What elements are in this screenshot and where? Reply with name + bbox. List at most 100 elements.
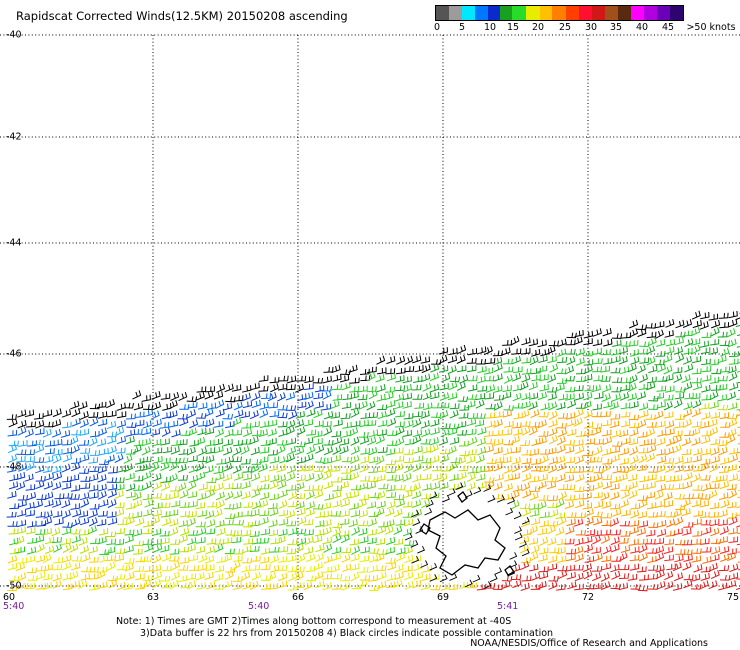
wind-barb bbox=[350, 436, 360, 446]
wind-barb bbox=[224, 548, 235, 555]
wind-barb bbox=[683, 464, 694, 472]
wind-barb bbox=[699, 500, 710, 508]
wind-barb bbox=[619, 520, 630, 527]
wind-barb bbox=[601, 448, 612, 456]
wind-barb bbox=[629, 563, 640, 571]
wind-barb bbox=[195, 462, 205, 472]
wind-barb bbox=[592, 358, 603, 365]
wind-barb bbox=[196, 413, 207, 419]
wind-barb bbox=[340, 510, 350, 517]
wind-barb bbox=[502, 456, 512, 464]
wind-barb bbox=[411, 555, 420, 564]
wind-barb bbox=[701, 411, 711, 420]
wind-barb bbox=[359, 436, 370, 445]
wind-barb bbox=[702, 556, 712, 564]
wind-barb bbox=[621, 377, 631, 384]
wind-barb bbox=[565, 494, 576, 501]
wind-barb bbox=[509, 560, 518, 568]
wind-barb bbox=[629, 526, 639, 535]
wind-barb bbox=[656, 385, 667, 392]
wind-barb bbox=[323, 440, 334, 446]
wind-barb bbox=[691, 548, 702, 555]
wind-barb bbox=[267, 571, 277, 582]
wind-barb bbox=[285, 392, 296, 401]
wind-barb bbox=[566, 418, 577, 427]
wind-barb bbox=[359, 536, 369, 544]
wind-barb bbox=[107, 575, 118, 582]
wind-barb bbox=[350, 455, 360, 464]
wind-barb bbox=[404, 554, 414, 564]
coastline-segment bbox=[427, 509, 506, 576]
wind-barb bbox=[17, 409, 27, 418]
wind-barb bbox=[179, 489, 189, 499]
wind-barb bbox=[575, 445, 585, 455]
wind-barb bbox=[396, 355, 406, 365]
wind-barb bbox=[132, 548, 143, 555]
wind-barb bbox=[332, 485, 342, 492]
wind-barb bbox=[114, 554, 124, 562]
wind-barb bbox=[584, 508, 594, 518]
wind-barb bbox=[88, 545, 98, 554]
wind-barb bbox=[520, 582, 530, 591]
wind-barb bbox=[314, 571, 324, 580]
wind-barb bbox=[645, 323, 657, 329]
wind-barb bbox=[376, 490, 386, 500]
wind-barb bbox=[195, 521, 206, 528]
wind-barb bbox=[620, 402, 631, 410]
wind-barb bbox=[341, 474, 352, 481]
wind-barb bbox=[610, 529, 621, 536]
wind-barb bbox=[286, 419, 296, 429]
wind-barb bbox=[412, 355, 422, 364]
wind-barb bbox=[179, 557, 190, 564]
wind-barb bbox=[188, 554, 198, 562]
wind-barb bbox=[701, 358, 711, 366]
wind-barb bbox=[701, 384, 711, 393]
wind-barb bbox=[449, 403, 460, 410]
wind-barb bbox=[710, 438, 721, 445]
wind-barb bbox=[691, 355, 702, 364]
wind-barb bbox=[485, 480, 495, 490]
wind-barb bbox=[457, 396, 469, 402]
wind-barb bbox=[322, 510, 333, 518]
wind-barb bbox=[719, 466, 729, 473]
wind-barb bbox=[601, 384, 612, 393]
wind-barb bbox=[69, 570, 79, 580]
wind-barb bbox=[522, 472, 532, 482]
wind-barb bbox=[259, 446, 270, 454]
wind-barb bbox=[708, 562, 718, 572]
wind-barb bbox=[558, 484, 569, 491]
wind-barb bbox=[42, 528, 52, 536]
wind-barb bbox=[655, 569, 665, 580]
wind-barb bbox=[672, 509, 682, 518]
wind-barb bbox=[664, 554, 674, 562]
wind-barb bbox=[645, 529, 656, 537]
wind-barb bbox=[574, 546, 584, 555]
wind-barb bbox=[442, 494, 450, 503]
wind-barb bbox=[664, 420, 675, 429]
wind-barb bbox=[323, 411, 334, 420]
wind-barb bbox=[547, 495, 558, 501]
wind-barb bbox=[664, 374, 674, 382]
wind-barb bbox=[710, 527, 720, 537]
wind-barb bbox=[665, 475, 675, 483]
wind-barb bbox=[497, 494, 505, 503]
wind-barb bbox=[62, 522, 73, 528]
wind-barb bbox=[17, 426, 27, 436]
wind-barb bbox=[630, 503, 641, 510]
wind-barb bbox=[204, 465, 214, 474]
wind-barb bbox=[537, 365, 547, 373]
wind-barb bbox=[151, 401, 161, 411]
wind-barb bbox=[161, 427, 171, 437]
wind-barb bbox=[242, 545, 252, 554]
wind-barb bbox=[583, 429, 593, 437]
wind-barb bbox=[584, 484, 595, 491]
wind-barb bbox=[295, 482, 305, 491]
wind-barb bbox=[647, 376, 657, 384]
wind-barb bbox=[79, 545, 89, 554]
wind-barb bbox=[96, 401, 107, 409]
wind-barb bbox=[520, 421, 531, 427]
wind-barb bbox=[575, 473, 585, 483]
wind-barb bbox=[674, 337, 684, 346]
wind-barb bbox=[232, 511, 243, 518]
wind-barb bbox=[718, 509, 728, 518]
